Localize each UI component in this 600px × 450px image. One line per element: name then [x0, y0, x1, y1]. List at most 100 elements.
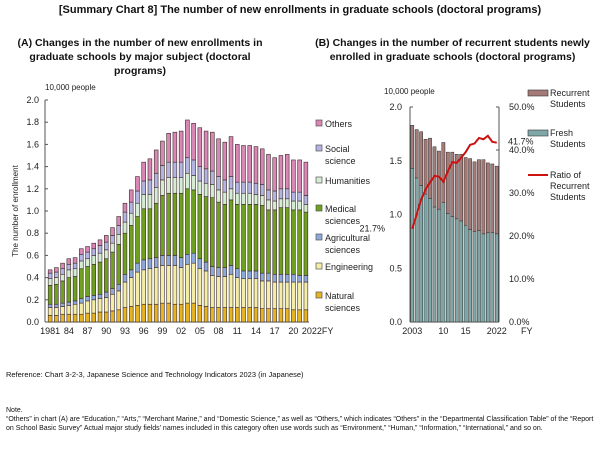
- chart-a-bar-segment: [178, 257, 184, 268]
- chart-a-bar-segment: [203, 270, 209, 307]
- chart-a-bar-segment: [185, 302, 190, 323]
- chart-a-x-tick-label: 05: [195, 326, 205, 336]
- chart-a-bar-segment: [72, 303, 78, 315]
- chart-a-bar-segment: [216, 189, 221, 203]
- chart-a-bar-segment: [160, 165, 165, 181]
- chart-a-bar-segment: [222, 307, 228, 323]
- chart-a-y-tick-label: 1.2: [26, 184, 39, 194]
- chart-a-bar-segment: [66, 301, 72, 306]
- chart-a-legend-label: science: [325, 156, 356, 166]
- chart-a-bar-segment: [303, 275, 309, 283]
- chart-a-bar-segment: [216, 267, 221, 277]
- chart-a-bar-segment: [185, 119, 190, 159]
- chart-a-legend-label: Humanities: [325, 176, 371, 186]
- chart-a-bar-segment: [185, 263, 190, 304]
- chart-a-bar-segment: [91, 248, 97, 256]
- chart-a-bar-segment: [141, 259, 146, 271]
- chart-a-x-tick-label: 20: [288, 326, 298, 336]
- chart-a-bar-segment: [216, 176, 221, 191]
- chart-a-bar-segment: [72, 268, 78, 277]
- chart-a-bar-segment: [85, 251, 90, 260]
- chart-a-bar-segment: [303, 281, 309, 311]
- chart-a-bar-segment: [135, 190, 140, 204]
- chart-a-y-tick-label: 1.4: [26, 162, 39, 172]
- chart-a-y-tick-label: 1.8: [26, 117, 39, 127]
- chart-a-bar-segment: [135, 176, 140, 192]
- chart-a-bar-segment: [60, 273, 65, 282]
- chart-a-bar-segment: [191, 252, 196, 264]
- chart-b-bar-segment: [423, 139, 428, 195]
- chart-b-bar-segment: [441, 202, 446, 323]
- chart-a-bar-segment: [104, 249, 109, 260]
- chart-a-bar-segment: [235, 192, 240, 205]
- chart-a-x-tick-label: 93: [120, 326, 130, 336]
- chart-a-bar-segment: [266, 154, 271, 191]
- chart-a-bar-segment: [259, 195, 265, 206]
- chart-b-bar-segment: [432, 206, 437, 323]
- chart-a-bar-segment: [266, 272, 271, 282]
- chart-b-legend-label: Recurrent: [550, 181, 590, 191]
- chart-a-bar-segment: [104, 258, 109, 293]
- chart-a-bar-segment: [141, 303, 146, 323]
- chart-a-bar-segment: [60, 280, 65, 304]
- chart-a-legend-swatch: [315, 291, 323, 299]
- chart-b-y2-tick-label: 0.0%: [509, 317, 530, 327]
- chart-a-bar-segment: [85, 266, 90, 297]
- chart-a-bar-segment: [247, 204, 252, 272]
- chart-a-bar-segment: [128, 269, 134, 278]
- chart-a-legend-label: sciences: [325, 245, 361, 255]
- chart-b-bar-segment: [450, 216, 455, 323]
- chart-a-bar-segment: [72, 276, 78, 302]
- chart-a-bar-segment: [253, 307, 259, 323]
- chart-a-y-tick-label: 0.8: [26, 228, 39, 238]
- chart-b-bar-segment: [494, 165, 499, 235]
- chart-a-bar-segment: [291, 209, 296, 275]
- chart-a-bar-segment: [216, 276, 221, 308]
- chart-a-bar-segment: [128, 201, 134, 214]
- chart-a-bar-segment: [72, 300, 78, 305]
- chart-a-bar-segment: [135, 216, 140, 264]
- page-title: [Summary Chart 8] The number of new enro…: [58, 4, 542, 16]
- chart-a-bar-segment: [266, 280, 271, 309]
- chart-a-bar-segment: [147, 179, 153, 195]
- chart-a-bar-segment: [303, 195, 309, 205]
- chart-a-bar-segment: [172, 192, 178, 256]
- chart-a-bar-segment: [141, 180, 146, 195]
- chart-a-bar-segment: [297, 191, 302, 202]
- chart-b-x-axis-label: FY: [521, 326, 533, 336]
- chart-a-bar-segment: [91, 263, 97, 296]
- chart-a-bar-segment: [66, 258, 72, 265]
- chart-a-bar-segment: [266, 209, 271, 274]
- chart-b-x-tick-label: 2003: [402, 326, 422, 336]
- chart-a-bar-segment: [297, 200, 302, 211]
- chart-b-bar-segment: [428, 198, 432, 323]
- chart-a-bar-segment: [291, 200, 296, 211]
- chart-a-bar-segment: [110, 293, 115, 312]
- chart-a-y-tick-label: 0.4: [26, 273, 39, 283]
- chart-b-legend-label: Students: [550, 139, 586, 149]
- chart-b-bar-segment: [445, 151, 450, 214]
- chart-a-bar-segment: [247, 192, 252, 205]
- chart-a-bar-segment: [54, 303, 59, 308]
- chart-a-bar-segment: [228, 307, 234, 323]
- chart-a-bar-segment: [178, 161, 184, 179]
- chart-a-bar-segment: [135, 271, 140, 306]
- chart-b-bar-segment: [486, 162, 490, 234]
- chart-a-bar-segment: [272, 308, 277, 323]
- chart-a-bar-segment: [110, 310, 115, 323]
- chart-a-bar-segment: [60, 306, 65, 315]
- chart-a-bar-segment: [141, 269, 146, 305]
- chart-a-bar-segment: [235, 307, 240, 323]
- chart-a-bar-segment: [153, 149, 159, 174]
- chart-a-x-tick-label: 90: [101, 326, 111, 336]
- chart-a-bar-segment: [122, 211, 128, 223]
- chart-b-ratio-line: [411, 134, 497, 229]
- chart-b-bar-segment: [477, 159, 481, 231]
- chart-b-y2-tick-label: 20.0%: [509, 231, 535, 241]
- chart-a-bar-segment: [228, 199, 234, 266]
- chart-a-bar-segment: [47, 307, 53, 316]
- chart-a-x-tick-label: 14: [251, 326, 261, 336]
- chart-a-bar-segment: [66, 305, 72, 315]
- chart-a-bar-segment: [97, 252, 103, 263]
